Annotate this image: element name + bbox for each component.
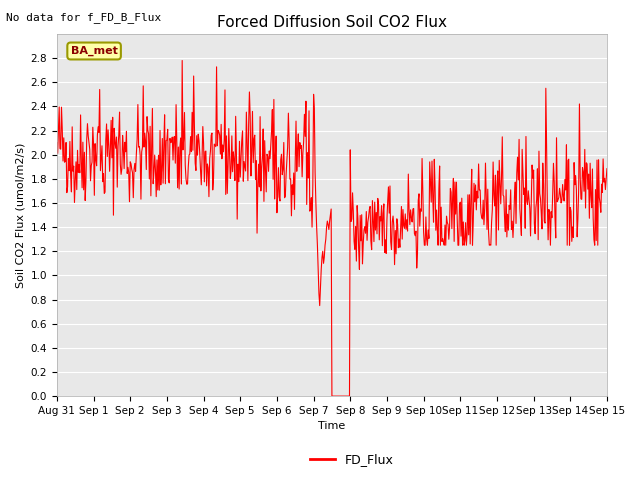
Y-axis label: Soil CO2 Flux (umol/m2/s): Soil CO2 Flux (umol/m2/s) (15, 143, 25, 288)
Legend: FD_Flux: FD_Flux (305, 448, 399, 471)
Text: No data for f_FD_B_Flux: No data for f_FD_B_Flux (6, 12, 162, 23)
X-axis label: Time: Time (318, 421, 346, 432)
Title: Forced Diffusion Soil CO2 Flux: Forced Diffusion Soil CO2 Flux (217, 15, 447, 30)
Text: BA_met: BA_met (70, 46, 118, 56)
